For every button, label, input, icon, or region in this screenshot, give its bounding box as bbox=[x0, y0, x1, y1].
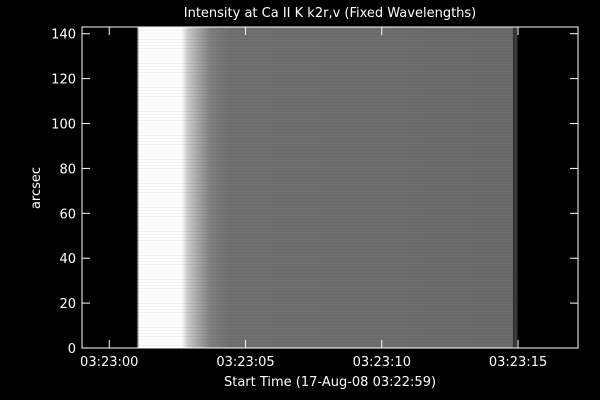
x-tick-label: 03:23:05 bbox=[216, 355, 274, 370]
x-tick-label: 03:23:10 bbox=[353, 355, 411, 370]
y-tick-label: 140 bbox=[51, 28, 76, 43]
x-axis-label: Start Time (17-Aug-08 03:22:59) bbox=[224, 375, 436, 390]
y-tick-label: 100 bbox=[51, 118, 76, 133]
y-tick-label: 20 bbox=[59, 297, 76, 312]
y-tick-label: 0 bbox=[68, 342, 76, 357]
y-tick-label: 80 bbox=[59, 162, 76, 177]
plot-frame bbox=[81, 26, 579, 349]
x-tick-label: 03:23:15 bbox=[489, 355, 547, 370]
y-tick-label: 60 bbox=[59, 207, 76, 222]
x-tick-label: 03:23:00 bbox=[80, 355, 138, 370]
y-tick-label: 120 bbox=[51, 73, 76, 88]
y-tick-label: 40 bbox=[59, 252, 76, 267]
intensity-image bbox=[82, 27, 578, 348]
y-axis-label: arcsec bbox=[29, 167, 44, 209]
chart-title: Intensity at Ca II K k2r,v (Fixed Wavele… bbox=[184, 6, 477, 21]
